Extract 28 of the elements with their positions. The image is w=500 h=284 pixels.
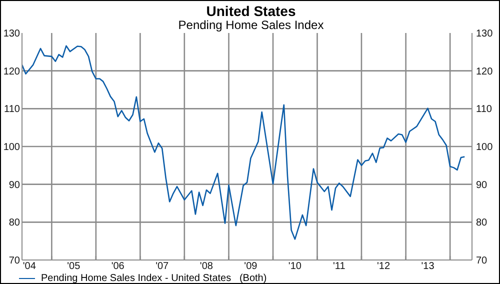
y-tick-label: 70: [8, 256, 20, 267]
y2-tick-label: 70: [476, 256, 488, 267]
y2-tick-label: 120: [476, 66, 494, 78]
legend-label: Pending Home Sales Index - United States (Both): [41, 273, 267, 284]
x-tick-label: '07: [156, 261, 170, 272]
y2-tick-label: 80: [476, 218, 488, 229]
y-tick-label: 100: [3, 142, 20, 154]
x-tick-label: '10: [288, 261, 302, 272]
x-tick-label: '06: [111, 261, 125, 272]
y2-tick-label: 100: [476, 142, 494, 154]
x-tick-label: '09: [244, 261, 258, 272]
y2-tick-label: 110: [476, 104, 492, 116]
y-tick-label: 130: [3, 28, 20, 40]
x-tick-label: '05: [67, 261, 81, 272]
y2-tick-label: 130: [476, 28, 494, 40]
chart-subtitle: Pending Home Sales Index: [178, 18, 324, 32]
x-tick-label: '12: [377, 261, 390, 272]
line-series: [22, 45, 466, 240]
chart-title: United States: [205, 3, 297, 19]
x-tick-label: '08: [200, 261, 214, 272]
y-tick-label: 90: [8, 180, 20, 191]
x-tick-label: '13: [421, 261, 435, 272]
x-tick-label: '04: [22, 261, 36, 272]
y2-tick-label: 90: [476, 180, 488, 191]
y-tick-label: 80: [8, 218, 20, 229]
y-tick-label: 120: [3, 66, 20, 78]
y-tick-label: 110: [4, 104, 20, 116]
x-tick-label: '11: [333, 261, 346, 272]
